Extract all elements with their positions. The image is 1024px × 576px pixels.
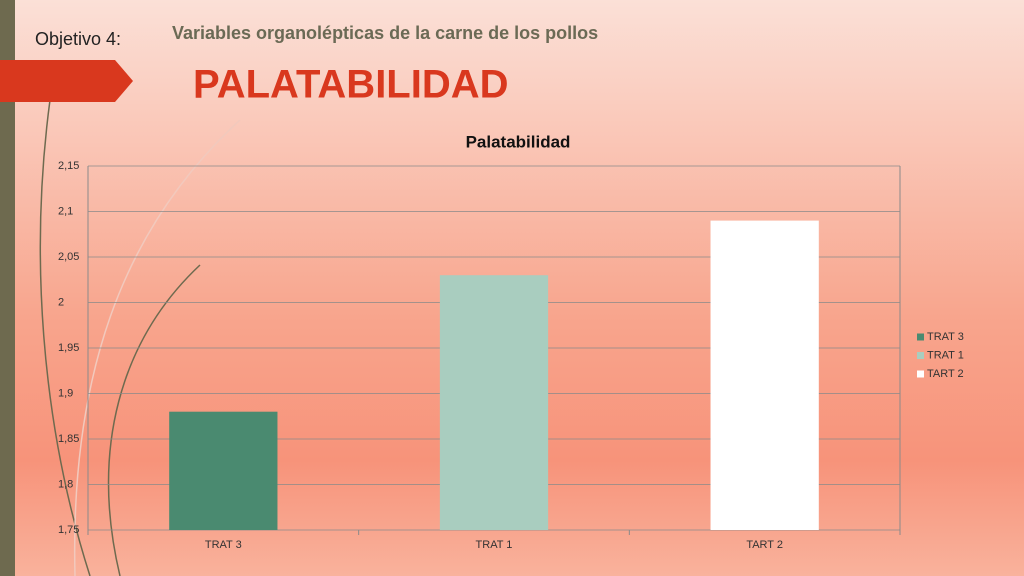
decor-curve <box>107 264 201 576</box>
y-tick-label: 2,1 <box>58 205 73 217</box>
decor-curve <box>73 119 241 576</box>
decor-curve <box>39 99 91 576</box>
y-tick-label: 2 <box>58 296 64 308</box>
bar <box>169 411 278 530</box>
legend-swatch <box>917 352 924 359</box>
y-tick-label: 1,95 <box>58 342 79 354</box>
y-tick-label: 1,85 <box>58 433 79 445</box>
chart-title: Palatabilidad <box>466 132 571 151</box>
y-tick-label: 1,75 <box>58 524 79 536</box>
heading: PALATABILIDAD <box>193 63 509 107</box>
banner-arrow <box>0 60 133 102</box>
side-strip <box>0 0 15 576</box>
y-tick-label: 1,9 <box>58 387 73 399</box>
x-tick-label: TRAT 1 <box>476 539 513 551</box>
bar <box>710 220 819 530</box>
legend-swatch <box>917 370 924 378</box>
bar <box>439 275 549 530</box>
legend-label: TRAT 1 <box>927 349 964 361</box>
legend-swatch <box>917 333 924 341</box>
x-tick-label: TART 2 <box>746 539 783 551</box>
y-tick-label: 1,8 <box>58 478 73 490</box>
legend-label: TRAT 3 <box>927 331 964 343</box>
y-tick-label: 2,15 <box>58 160 79 172</box>
subtitle: Variables organolépticas de la carne de … <box>172 23 598 43</box>
x-tick-label: TRAT 3 <box>205 539 242 551</box>
objective: Objetivo 4: <box>35 29 121 49</box>
legend-label: TART 2 <box>927 368 964 380</box>
y-tick-label: 2,05 <box>58 251 79 263</box>
